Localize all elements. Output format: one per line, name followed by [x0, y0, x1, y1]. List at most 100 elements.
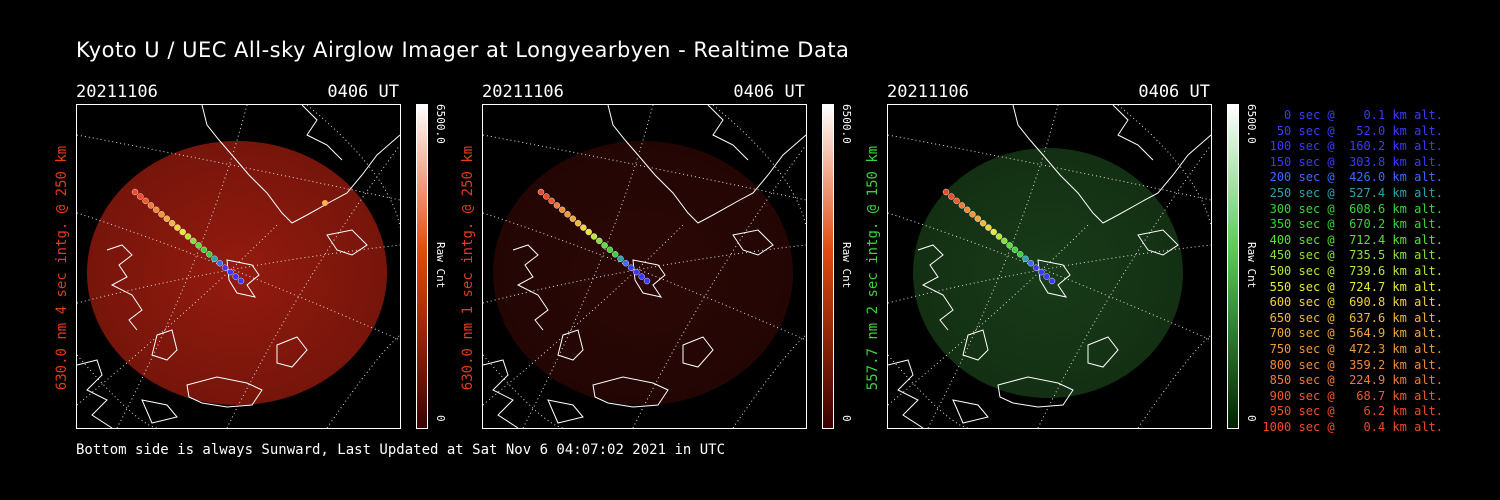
trajectory-point [611, 251, 619, 258]
coastline [592, 376, 669, 408]
legend-entry: 900 sec @ 68.7 km alt. [1262, 388, 1443, 403]
panel-time: 0406 UT [1138, 82, 1210, 102]
legend-entry: 350 sec @ 670.2 km alt. [1262, 217, 1443, 232]
trajectory-point [558, 206, 566, 214]
legend-entry: 600 sec @ 690.8 km alt. [1262, 295, 1443, 310]
coastline [607, 105, 806, 224]
trajectory-point [142, 197, 149, 205]
coastline [732, 229, 774, 256]
allsky-image [887, 104, 1212, 429]
panel-date: 20211106 [76, 82, 158, 102]
coastline [707, 105, 749, 161]
trajectory-point [1032, 264, 1040, 271]
trajectory-point [633, 268, 640, 276]
trajectory-point [617, 255, 624, 263]
coastline [1112, 105, 1154, 161]
trajectory-point [200, 246, 208, 254]
legend-entry: 750 sec @ 472.3 km alt. [1262, 341, 1443, 356]
coastline [632, 259, 666, 298]
panel-date: 20211106 [482, 82, 564, 102]
colorbar-max: 6500.0 [840, 104, 853, 144]
panel-wavelength-label: 630.0 nm 1 sec intg. @ 250 km [460, 145, 476, 391]
coastline [1037, 259, 1071, 298]
coastline [77, 359, 113, 428]
colorbar [1227, 104, 1239, 429]
trajectory-point [596, 237, 603, 245]
trajectory-point [1043, 273, 1050, 280]
trajectory-point [232, 273, 239, 280]
trajectory-point [543, 193, 550, 200]
grid-line [712, 105, 806, 265]
trajectory-point [1001, 237, 1008, 245]
legend-entry: 700 sec @ 564.9 km alt. [1262, 326, 1443, 341]
trajectory-point [942, 188, 950, 196]
trajectory-point [1022, 255, 1029, 263]
trajectory-point [564, 211, 571, 218]
trajectory-point [958, 202, 966, 209]
coastline [997, 376, 1074, 408]
legend-entry: 100 sec @ 160.2 km alt. [1262, 139, 1443, 154]
trajectory-point [158, 211, 165, 218]
trajectory-point [1006, 242, 1013, 249]
trajectory-point [990, 228, 997, 236]
trajectory-point [574, 219, 582, 227]
trajectory-point [147, 202, 155, 209]
legend-entry: 1000 sec @ 0.4 km alt. [1262, 419, 1443, 434]
panel-wavelength-label: 557.7 nm 2 sec intg. @ 150 km [865, 145, 881, 391]
airglow-disc [493, 141, 793, 405]
trajectory-point [953, 197, 960, 205]
trajectory-point [131, 188, 139, 196]
trajectory-point [974, 215, 982, 222]
trajectory-point [1011, 246, 1019, 254]
trajectory-point [985, 224, 992, 231]
coastline [326, 229, 368, 256]
coastline [962, 329, 989, 361]
trajectory-point [995, 233, 1003, 240]
trajectory-point [590, 233, 598, 240]
colorbar-max: 6500.0 [1245, 104, 1258, 144]
coastline [682, 336, 714, 368]
bright-spot [322, 200, 328, 206]
coastline [301, 105, 343, 161]
trajectory-point [221, 264, 229, 271]
coastline [276, 336, 308, 368]
trajectory-point [627, 264, 635, 271]
colorbar-min: 0 [434, 415, 447, 422]
coastline [226, 259, 260, 298]
legend-entry: 50 sec @ 52.0 km alt. [1262, 123, 1443, 138]
trajectory-point [643, 277, 651, 285]
trajectory-point [580, 224, 587, 231]
grid-line [522, 105, 654, 428]
panel-date: 20211106 [887, 82, 969, 102]
colorbar-unit: Raw Cnt [840, 242, 853, 289]
trajectory-point [969, 211, 976, 218]
airglow-panel-3: 20211106 0406 UT 557.7 nm 2 sec intg. @ … [865, 82, 1287, 432]
coastline [1137, 229, 1179, 256]
grid-line [306, 105, 400, 265]
trajectory-point [1038, 268, 1045, 276]
coastline [547, 399, 584, 424]
trajectory-point [1027, 259, 1035, 267]
legend-entry: 400 sec @ 712.4 km alt. [1262, 232, 1443, 247]
trajectory-point [190, 237, 197, 245]
trajectory-point [179, 228, 186, 236]
coastline [106, 244, 143, 331]
grid-line [888, 354, 969, 428]
legend-entry: 850 sec @ 224.9 km alt. [1262, 373, 1443, 388]
legend-entry: 950 sec @ 6.2 km alt. [1262, 404, 1443, 419]
trajectory-point [205, 251, 213, 258]
panel-time: 0406 UT [327, 82, 399, 102]
trajectory-point [537, 188, 545, 196]
legend-entry: 500 sec @ 739.6 km alt. [1262, 263, 1443, 278]
allsky-image [76, 104, 401, 429]
panel-wavelength-label: 630.0 nm 4 sec intg. @ 250 km [54, 145, 70, 391]
trajectory-point [553, 202, 561, 209]
legend-entry: 300 sec @ 608.6 km alt. [1262, 201, 1443, 216]
coastline [151, 329, 178, 361]
trajectory-point [168, 219, 176, 227]
airglow-panel-2: 20211106 0406 UT 630.0 nm 1 sec intg. @ … [460, 82, 882, 432]
legend-entry: 250 sec @ 527.4 km alt. [1262, 185, 1443, 200]
coastline [888, 359, 924, 428]
trajectory-point [137, 193, 144, 200]
allsky-image [482, 104, 807, 429]
